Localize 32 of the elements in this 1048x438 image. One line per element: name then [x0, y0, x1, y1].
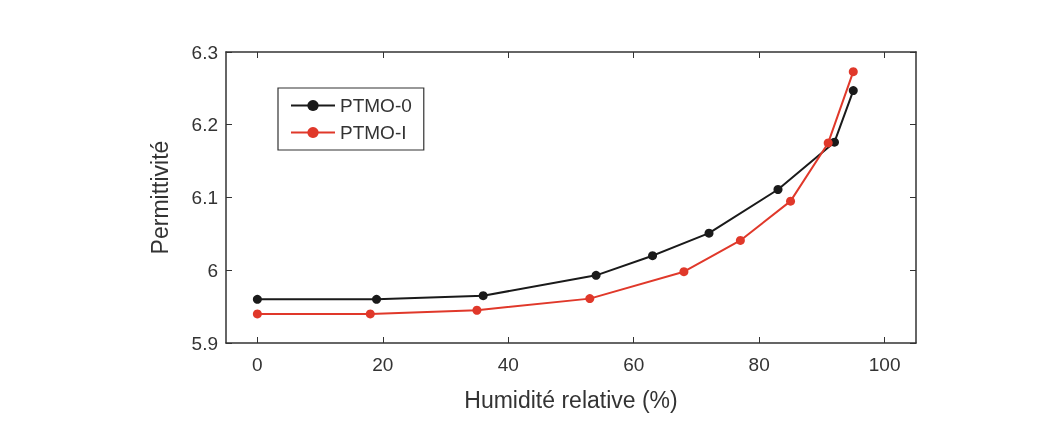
- point: [472, 305, 482, 315]
- x-tick-label: 0: [252, 354, 263, 375]
- point: [704, 228, 714, 238]
- x-tick-label: 80: [748, 354, 770, 375]
- y-tick-label: 6.2: [191, 114, 218, 136]
- point: [585, 294, 595, 304]
- point: [365, 309, 375, 319]
- point: [773, 185, 783, 194]
- point: [848, 86, 858, 96]
- point: [252, 309, 262, 319]
- point: [823, 138, 833, 148]
- y-tick-label: 6: [207, 259, 218, 281]
- y-tick-label: 6.3: [191, 41, 218, 63]
- point: [786, 196, 796, 206]
- x-tick-label: 100: [868, 354, 901, 375]
- legend-label: PTMO-0: [340, 95, 412, 116]
- point: [848, 67, 858, 77]
- point: [478, 291, 488, 301]
- y-tick-label: 5.9: [191, 332, 218, 354]
- x-tick-label: 60: [623, 354, 645, 375]
- x-tick-label: 40: [497, 354, 519, 375]
- point: [648, 251, 658, 261]
- legend-label: PTMO-I: [340, 122, 407, 143]
- point: [591, 270, 601, 280]
- point: [252, 294, 262, 304]
- x-tick-label: 20: [372, 354, 394, 375]
- y-tick-label: 6.1: [191, 187, 218, 208]
- point: [679, 267, 689, 277]
- y-axis-title: Permittivité: [146, 140, 173, 255]
- x-axis-title: Humidité relative (%): [464, 386, 678, 413]
- point: [372, 294, 382, 304]
- point: [735, 235, 745, 245]
